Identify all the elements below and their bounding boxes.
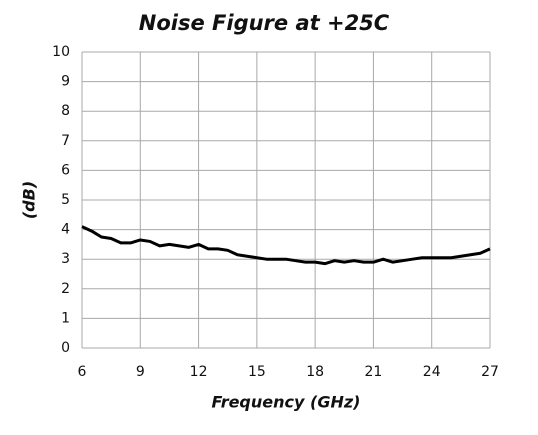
y-tick-label: 7 [61, 133, 70, 149]
y-tick-label: 0 [61, 340, 70, 356]
x-tick-label: 27 [481, 364, 499, 380]
x-tick-label: 18 [306, 364, 324, 380]
y-tick-label: 3 [61, 251, 70, 267]
y-tick-label: 6 [61, 162, 70, 178]
x-tick-label: 15 [248, 364, 266, 380]
y-axis-label: (dB) [20, 181, 39, 219]
x-tick-label: 24 [423, 364, 441, 380]
y-tick-label: 9 [61, 74, 70, 90]
x-tick-label: 6 [78, 364, 87, 380]
x-axis-label: Frequency (GHz) [212, 393, 361, 412]
y-tick-label: 1 [61, 310, 70, 326]
y-tick-label: 2 [61, 281, 70, 297]
x-tick-label: 12 [190, 364, 208, 380]
x-tick-label: 21 [365, 364, 383, 380]
data-line [81, 225, 491, 266]
y-tick-label: 4 [61, 222, 70, 238]
y-tick-label: 8 [61, 103, 70, 119]
y-tick-label: 5 [61, 192, 70, 208]
y-tick-label: 10 [52, 44, 70, 60]
x-tick-label: 9 [136, 364, 145, 380]
chart-title: Noise Figure at +25C [139, 11, 390, 35]
